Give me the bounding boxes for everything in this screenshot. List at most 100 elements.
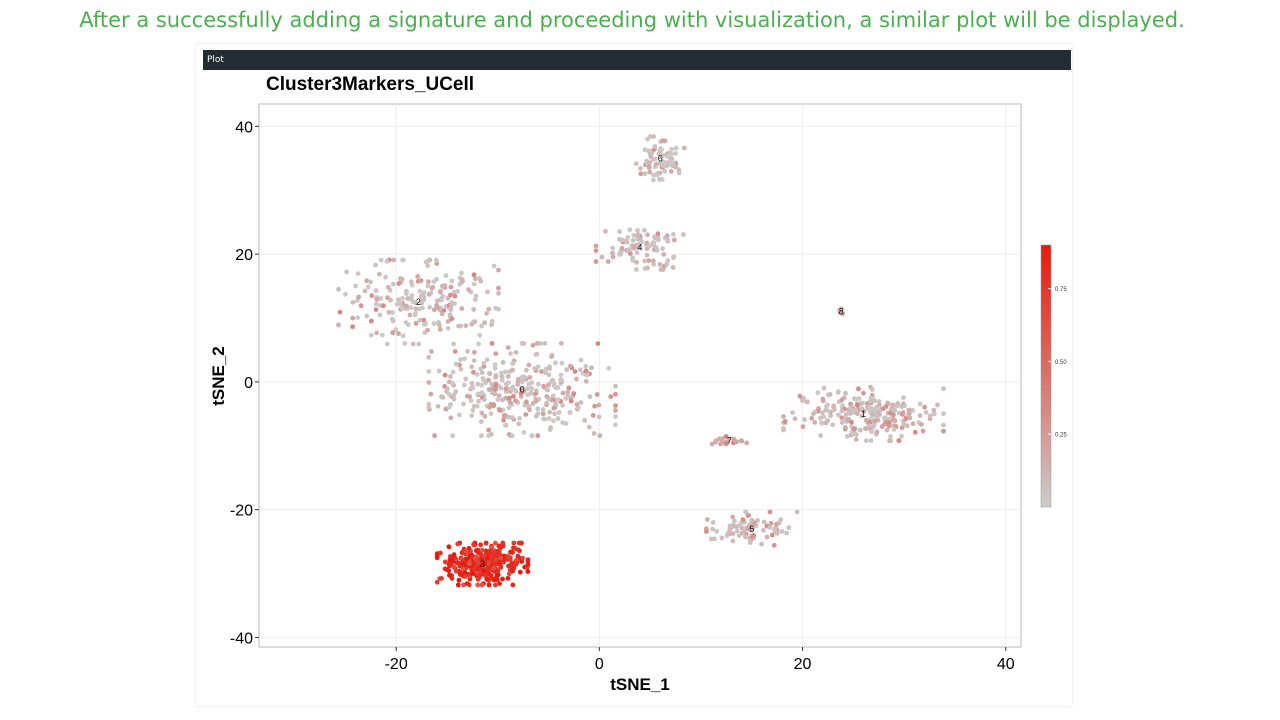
cluster-label: 4 [637, 243, 642, 253]
cell-point [459, 277, 465, 283]
cell-point [664, 262, 669, 267]
cell-point [518, 390, 524, 396]
cell-point [843, 412, 849, 417]
cell-point [489, 318, 495, 324]
cell-point [593, 259, 599, 264]
cell-point [434, 261, 440, 266]
cell-point [381, 303, 386, 309]
cell-point [493, 540, 498, 546]
cell-point [463, 376, 469, 382]
cell-point [485, 289, 490, 295]
cell-point [851, 426, 857, 432]
cell-point [429, 285, 435, 291]
cell-point [517, 416, 522, 421]
cell-point [587, 394, 593, 399]
cell-point [344, 269, 350, 275]
cell-point [520, 555, 525, 561]
cell-point [501, 417, 506, 423]
cell-point [439, 311, 445, 317]
cell-point [477, 332, 483, 338]
cell-point [652, 144, 658, 149]
cell-point [888, 434, 893, 439]
cell-point [491, 263, 497, 269]
cell-point [356, 294, 361, 300]
cell-point [668, 151, 674, 157]
cell-point [419, 300, 425, 306]
cell-point [431, 321, 437, 326]
cell-point [723, 441, 729, 446]
cell-point [446, 391, 452, 397]
cell-point [477, 551, 483, 557]
cell-point [670, 231, 676, 237]
cell-point [481, 397, 487, 402]
cluster-label: 6 [658, 153, 663, 163]
cluster-label: 0 [520, 385, 525, 395]
cell-point [543, 366, 549, 372]
cell-point [526, 362, 532, 368]
cell-point [642, 147, 648, 153]
x-tick-label: -20 [385, 656, 408, 673]
cell-point [650, 258, 656, 264]
cell-point [368, 332, 374, 338]
cell-point [505, 553, 511, 559]
cell-point [848, 401, 853, 407]
cell-point [513, 546, 519, 552]
cell-point [523, 412, 529, 417]
cell-point [519, 379, 525, 385]
cell-point [730, 538, 736, 544]
cell-point [402, 341, 408, 346]
cell-point [845, 417, 851, 422]
cell-point [656, 237, 661, 243]
cell-point [613, 403, 618, 408]
cell-point [583, 363, 589, 369]
cell-point [458, 357, 463, 362]
cell-point [672, 237, 677, 243]
cell-point [841, 418, 847, 424]
cell-point [572, 369, 578, 374]
cell-point [471, 542, 476, 547]
cell-point [369, 293, 375, 299]
cell-point [486, 560, 492, 565]
cell-point [398, 276, 403, 281]
cell-point [863, 417, 869, 423]
cell-point [625, 235, 631, 240]
cell-point [771, 542, 777, 548]
cell-point [445, 319, 451, 324]
chart-title: Cluster3Markers_UCell [266, 74, 474, 95]
cell-point [358, 303, 364, 309]
cell-point [784, 530, 790, 536]
cell-point [920, 428, 926, 434]
cell-point [563, 421, 569, 426]
cell-point [383, 274, 388, 280]
cell-point [511, 393, 516, 399]
colorbar-tick-label: 0.75 [1055, 287, 1067, 293]
cell-point [661, 252, 667, 257]
cell-point [820, 396, 826, 402]
cell-point [497, 559, 502, 565]
cell-point [743, 509, 749, 515]
cell-point [555, 397, 561, 403]
cell-point [420, 305, 425, 311]
cell-point [548, 425, 554, 430]
cell-point [525, 569, 531, 574]
cell-point [670, 265, 676, 270]
cell-point [373, 288, 379, 294]
cell-point [511, 540, 517, 546]
cell-point [857, 427, 863, 433]
cell-point [755, 518, 760, 523]
cell-point [907, 415, 913, 421]
cell-point [882, 421, 888, 427]
cell-point [608, 394, 614, 399]
cell-point [451, 564, 457, 570]
cell-point [413, 310, 418, 316]
cell-point [450, 555, 456, 560]
cell-point [673, 151, 678, 156]
cell-point [396, 297, 401, 303]
cell-point [551, 397, 557, 403]
cell-point [553, 401, 559, 407]
cell-point [472, 349, 477, 355]
cell-point [399, 305, 405, 311]
cell-point [714, 528, 720, 534]
cell-point [525, 562, 531, 568]
cell-point [479, 390, 485, 395]
